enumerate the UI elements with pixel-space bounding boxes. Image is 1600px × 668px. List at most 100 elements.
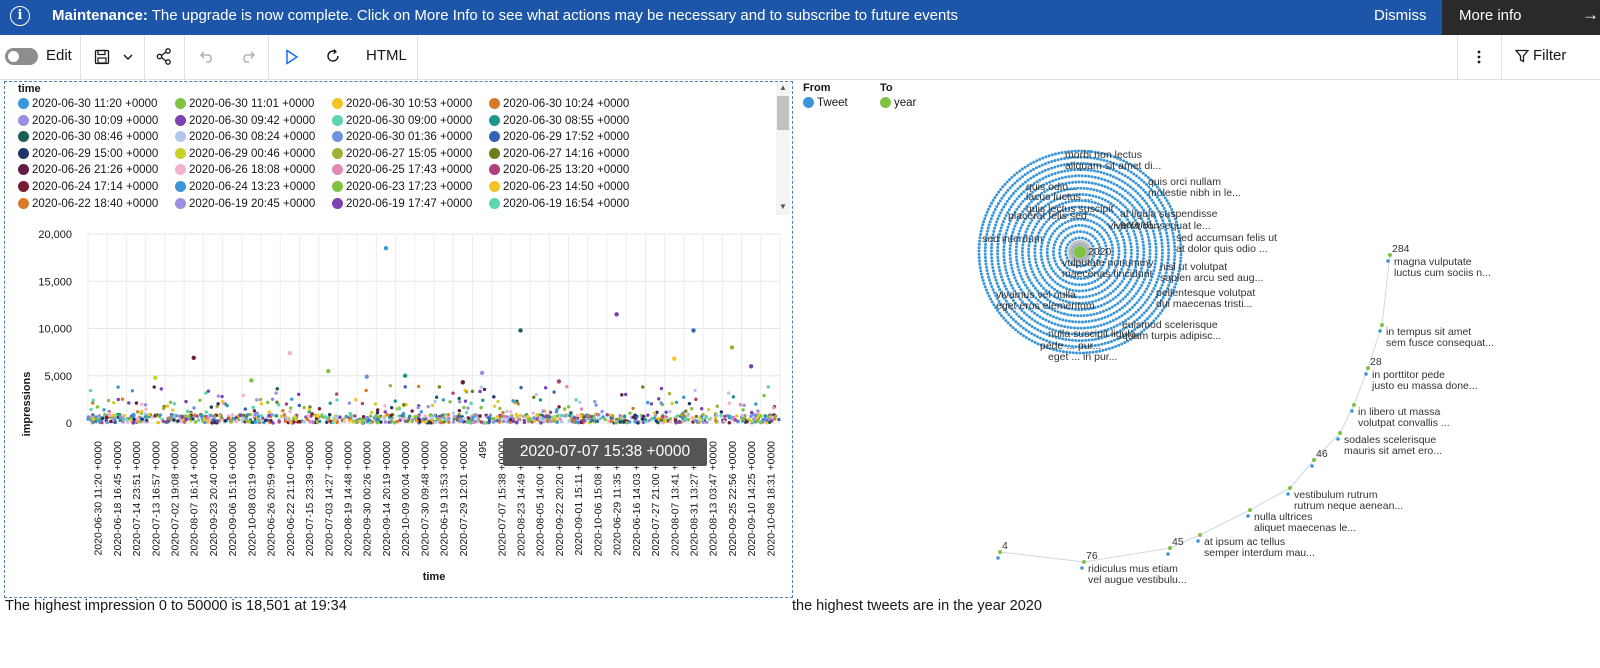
tweet-node[interactable] — [999, 211, 1003, 215]
tweet-node[interactable] — [1002, 255, 1006, 259]
tweet-node[interactable] — [999, 187, 1003, 191]
tweet-node[interactable] — [1064, 306, 1068, 310]
scatter-point[interactable] — [430, 403, 435, 408]
tweet-node[interactable] — [1125, 199, 1129, 203]
tweet-node[interactable] — [1126, 232, 1130, 236]
tweet-node[interactable] — [1110, 227, 1114, 231]
tweet-node[interactable] — [1061, 238, 1065, 242]
tweet-node[interactable] — [981, 223, 985, 227]
tweet-node[interactable] — [1127, 331, 1131, 335]
tweet-node[interactable] — [1133, 165, 1137, 169]
tweet-node[interactable] — [1135, 239, 1139, 243]
tweet-node[interactable] — [1108, 160, 1112, 164]
tweet-node[interactable] — [1027, 257, 1031, 261]
tweet-node[interactable] — [1142, 247, 1146, 251]
year-node[interactable] — [1366, 366, 1370, 370]
tweet-node[interactable] — [1047, 174, 1051, 178]
tweet-node[interactable] — [1021, 240, 1025, 244]
tweet-node[interactable] — [1121, 235, 1125, 239]
tweet-node[interactable] — [985, 269, 989, 273]
scatter-point[interactable] — [328, 413, 332, 417]
scatter-point[interactable] — [479, 370, 485, 376]
tweet-node[interactable] — [1078, 295, 1082, 299]
tweet-node[interactable] — [1003, 202, 1007, 206]
scatter-point[interactable] — [231, 416, 235, 421]
tweet-node[interactable] — [1149, 223, 1153, 227]
tweet-node[interactable] — [998, 199, 1002, 203]
tweet-node[interactable] — [1111, 271, 1115, 275]
tweet-node[interactable] — [1002, 258, 1006, 262]
scatter-point[interactable] — [479, 420, 484, 424]
scatter-point[interactable] — [389, 405, 394, 410]
tweet-node[interactable] — [996, 239, 1000, 243]
scatter-point[interactable] — [140, 409, 144, 414]
tweet-node[interactable] — [1153, 236, 1157, 240]
scatter-point[interactable] — [531, 411, 535, 415]
tweet-node[interactable] — [1017, 215, 1021, 219]
tweet-node[interactable] — [1109, 259, 1113, 263]
tweet-node[interactable] — [1117, 315, 1121, 319]
tweet-node[interactable] — [1135, 255, 1139, 259]
tweet-node[interactable] — [1164, 303, 1168, 307]
tweet-node[interactable] — [1129, 258, 1133, 262]
scatter-point[interactable] — [589, 419, 593, 423]
scatter-point[interactable] — [270, 397, 275, 401]
tweet-node[interactable] — [1079, 161, 1083, 165]
tweet-node[interactable] — [1082, 155, 1086, 159]
tweet-node[interactable] — [1101, 273, 1105, 277]
more-info-button[interactable]: More info → — [1442, 0, 1600, 35]
scatter-point[interactable] — [131, 421, 135, 425]
tweet-node[interactable] — [1048, 263, 1052, 267]
tweet-node[interactable] — [1081, 301, 1085, 305]
tweet-node[interactable] — [1092, 251, 1096, 255]
tweet-node[interactable] — [1082, 230, 1086, 234]
scatter-point[interactable] — [389, 413, 393, 418]
tweet-node[interactable] — [1014, 252, 1018, 256]
tweet-node[interactable] — [985, 229, 989, 233]
tweet-node[interactable] — [1096, 324, 1100, 328]
scatter-point[interactable] — [269, 418, 273, 423]
scatter-point[interactable] — [700, 407, 704, 411]
scatter-point[interactable] — [106, 398, 111, 403]
tweet-node[interactable] — [977, 242, 981, 246]
tweet-node[interactable] — [1053, 165, 1057, 169]
tweet-node[interactable] — [1014, 189, 1018, 193]
scatter-point[interactable] — [353, 414, 357, 418]
scatter-point[interactable] — [659, 401, 663, 405]
tweet-node[interactable] — [1149, 187, 1153, 191]
tweet-node[interactable] — [1173, 251, 1177, 255]
tweet-node[interactable] — [1099, 283, 1103, 287]
tweet-node[interactable] — [1077, 236, 1081, 240]
tweet-node[interactable] — [1058, 291, 1062, 295]
scatter-point[interactable] — [416, 384, 421, 389]
scatter-point[interactable] — [633, 413, 637, 417]
tweet-node[interactable] — [1059, 216, 1063, 220]
tweet-node[interactable] — [1139, 169, 1143, 173]
tweet-node[interactable] — [1027, 202, 1031, 206]
tweet-node[interactable] — [1051, 315, 1055, 319]
tweet-node[interactable] — [1069, 168, 1073, 172]
tweet-node[interactable] — [1166, 261, 1170, 265]
tweet-node[interactable] — [1026, 171, 1030, 175]
tweet-node[interactable] — [1056, 190, 1060, 194]
legend-item[interactable]: 2020-06-27 15:05 +0000 — [332, 147, 472, 161]
scatter-point[interactable] — [364, 388, 368, 393]
tweet-node[interactable] — [1097, 176, 1101, 180]
tweet-node[interactable] — [1166, 244, 1170, 248]
tweet-node[interactable] — [1024, 187, 1028, 191]
scatter-point[interactable] — [328, 401, 332, 405]
tweet-node[interactable] — [1149, 178, 1153, 182]
scatter-point[interactable] — [159, 387, 164, 391]
tweet-node[interactable] — [1127, 220, 1131, 224]
tweet-node[interactable] — [1038, 178, 1042, 182]
tweet-node[interactable] — [1154, 307, 1158, 311]
tweet-node[interactable] — [1120, 306, 1124, 310]
tweet-node[interactable] — [1103, 335, 1107, 339]
tweet-node[interactable] — [1068, 240, 1072, 244]
tweet-node[interactable] — [1009, 263, 1013, 267]
play-icon[interactable] — [285, 49, 299, 65]
scatter-point[interactable] — [116, 385, 120, 389]
tweet-node[interactable] — [990, 201, 994, 205]
scatter-point[interactable] — [506, 419, 510, 423]
tweet-node[interactable] — [1137, 332, 1141, 336]
